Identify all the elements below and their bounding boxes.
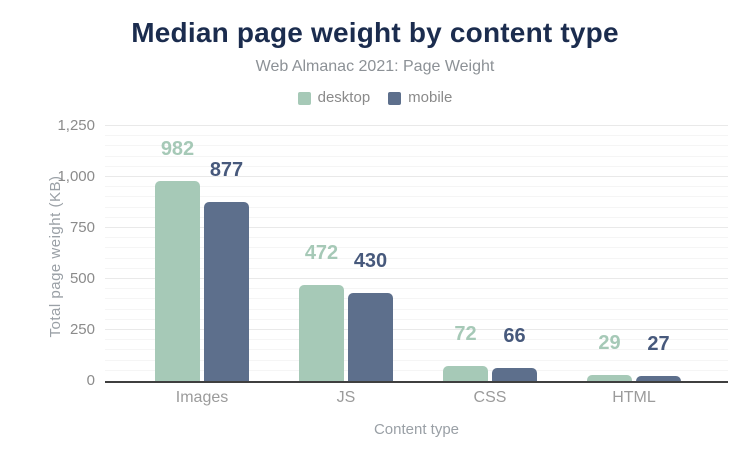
legend-item-mobile[interactable]: mobile [388, 90, 452, 106]
gridline [105, 298, 728, 300]
gridline [105, 257, 728, 259]
y-tick-label: 1,250 [57, 117, 95, 134]
x-axis-category-row: Images JS CSS HTML [105, 388, 728, 407]
chart-area: Total page weight (KB) 982 877 472 430 72 66 2… [0, 118, 750, 438]
legend-item-desktop[interactable]: desktop [297, 89, 371, 106]
legend-label-mobile: mobile [408, 89, 453, 106]
bar-group-images: 982 877 [130, 138, 274, 381]
y-tick-label: 0 [86, 372, 95, 389]
legend: desktop mobile [0, 90, 750, 106]
gridline [105, 125, 728, 126]
gridline [105, 267, 728, 269]
x-category-label-images: Images [175, 389, 229, 406]
gridline [105, 176, 728, 177]
chart-subtitle: Web Almanac 2021: Page Weight [255, 58, 495, 75]
bar-desktop-images[interactable]: 982 [155, 138, 200, 381]
gridline [105, 318, 728, 320]
gridline [105, 206, 728, 208]
bar-mobile-css[interactable]: 66 [492, 325, 537, 381]
bar-desktop-js[interactable]: 472 [299, 242, 344, 381]
bar-value-label: 27 [647, 332, 670, 355]
y-tick-label: 250 [69, 321, 95, 338]
bar-desktop-css[interactable]: 72 [443, 323, 488, 381]
mobile-swatch-icon [388, 91, 402, 105]
gridline [105, 196, 728, 198]
bar-value-label: 877 [209, 159, 244, 182]
gridline [105, 308, 728, 310]
x-axis-title: Content type [373, 421, 460, 438]
bar-value-label: 72 [454, 323, 477, 346]
x-category-label-js: JS [336, 389, 356, 406]
gridline [105, 237, 728, 239]
gridline [105, 247, 728, 249]
desktop-swatch-icon [297, 91, 311, 105]
gridline [105, 145, 728, 147]
x-category-label-css: CSS [473, 389, 507, 406]
gridline [105, 186, 728, 188]
legend-label-desktop: desktop [317, 89, 371, 106]
bar-group-js: 472 430 [274, 242, 418, 381]
gridline [105, 278, 728, 279]
gridline [105, 288, 728, 290]
gridline [105, 349, 728, 351]
bar-group-css: 72 66 [418, 323, 562, 381]
bars-row: 982 877 472 430 72 66 29 27 [105, 128, 728, 381]
bar-mobile-js[interactable]: 430 [348, 250, 393, 381]
y-tick-label: 750 [69, 219, 95, 236]
gridline [105, 339, 728, 341]
gridline [105, 369, 728, 371]
bar-value-label: 66 [503, 324, 526, 347]
gridline [105, 165, 728, 167]
gridline [105, 155, 728, 157]
gridline [105, 359, 728, 361]
bar-value-label: 982 [160, 137, 195, 160]
y-tick-label: 500 [69, 270, 95, 287]
bar-value-label: 472 [304, 241, 339, 264]
chart-title: Median page weight by content type [131, 17, 619, 48]
gridline [105, 227, 728, 228]
gridline [105, 216, 728, 218]
bar-value-label: 29 [598, 332, 621, 355]
gridline [105, 135, 728, 137]
chart-card: Median page weight by content type Web A… [0, 18, 750, 463]
bar-mobile-images[interactable]: 877 [204, 159, 249, 381]
bar-value-label: 430 [353, 250, 388, 273]
bar-desktop-html[interactable]: 29 [587, 332, 632, 381]
y-tick-label: 1,000 [57, 168, 95, 185]
bar-group-html: 29 27 [562, 332, 706, 381]
x-category-label-html: HTML [612, 389, 656, 406]
gridline [105, 329, 728, 330]
bar-mobile-html[interactable]: 27 [636, 333, 681, 381]
plot-area: 982 877 472 430 72 66 29 27 0 250 500 750 1,000 1,25… [57, 118, 728, 389]
